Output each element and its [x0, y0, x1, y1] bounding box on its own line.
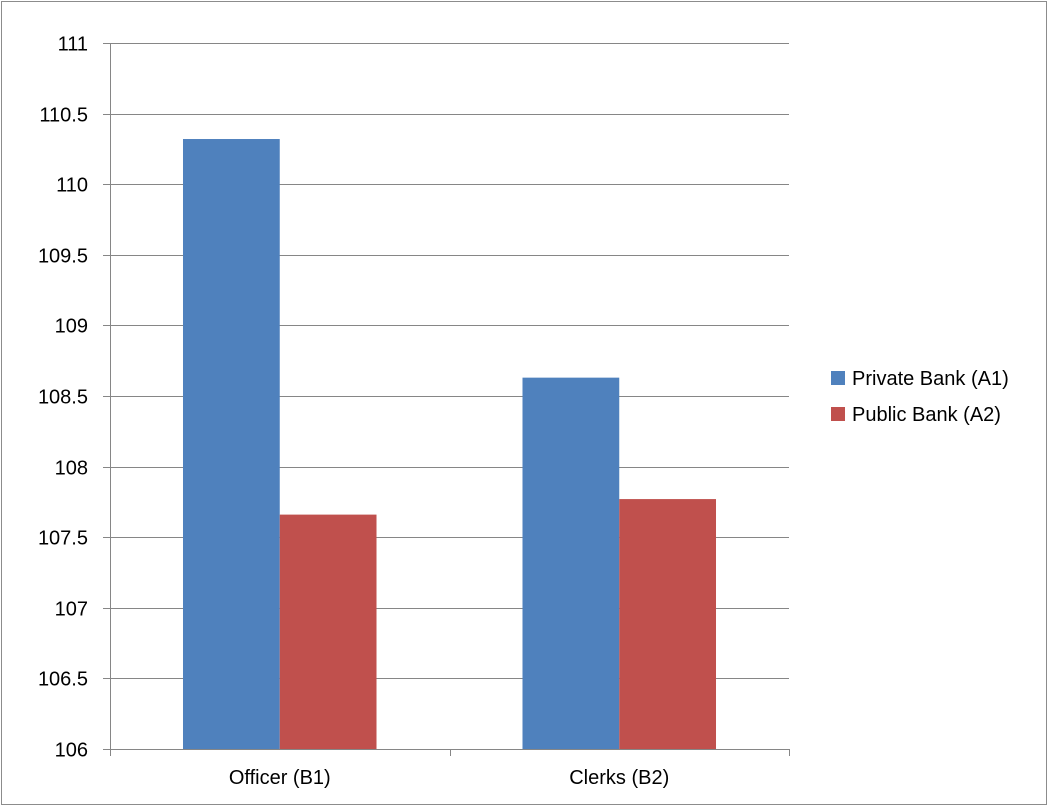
axis-labels: 106 106.5 107 107.5 108 108.5 109 109.5 110 110.5… — [38, 34, 669, 790]
legend: Private Bank (A1) Public Bank (A2) — [831, 368, 1009, 426]
axes — [103, 43, 790, 756]
y-tick-label: 108.5 — [38, 387, 88, 409]
y-tick-label: 107 — [55, 599, 88, 621]
y-tick-label: 107.5 — [38, 528, 88, 550]
legend-swatch — [831, 371, 845, 385]
legend-label: Public Bank (A2) — [852, 404, 1001, 426]
x-category-label: Officer (B1) — [229, 767, 331, 789]
y-tick-label: 106 — [55, 740, 88, 762]
y-tick-label: 111 — [58, 34, 88, 56]
y-tick-label: 106.5 — [38, 669, 88, 691]
legend-label: Private Bank (A1) — [852, 368, 1009, 390]
y-tick-label: 110 — [56, 175, 88, 197]
y-tick-label: 108 — [55, 458, 88, 480]
y-tick-label: 109 — [55, 316, 88, 338]
y-tick-label: 109.5 — [38, 246, 88, 268]
bar-private-bank-2 — [522, 377, 620, 749]
bar-public-bank-2 — [619, 499, 717, 749]
y-tick-label: 110.5 — [39, 105, 88, 127]
x-category-label: Clerks (B2) — [569, 767, 669, 789]
bar-private-bank-1 — [182, 139, 280, 750]
legend-swatch — [831, 407, 845, 421]
bars — [182, 139, 717, 750]
bar-public-bank-1 — [279, 514, 377, 749]
